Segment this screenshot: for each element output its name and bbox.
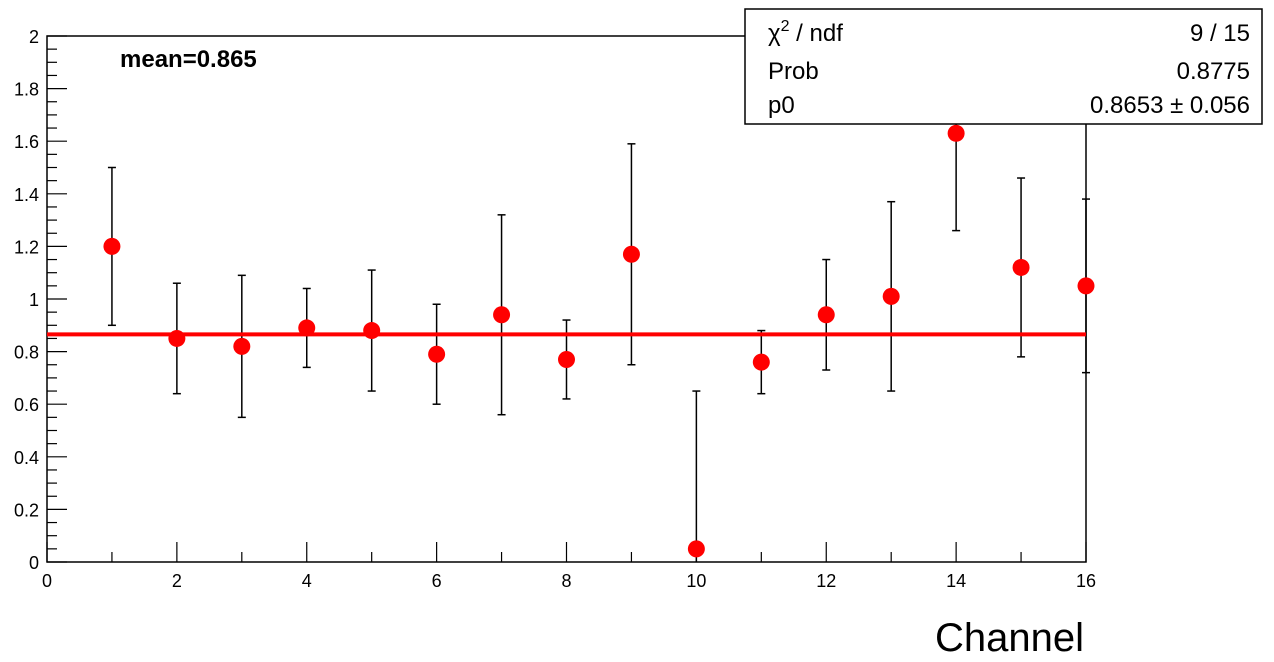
stats-prob-label: Prob [768, 58, 819, 85]
mean-annotation: mean=0.865 [120, 46, 257, 73]
axis-ticks [46, 35, 1087, 563]
stats-p0-label: p0 [768, 92, 795, 119]
tick-labels: 0 0.2 0.4 0.6 0.8 1 1.2 1.4 1.6 1.8 2 0 2 4 6 8 10 12 14 16 [14, 27, 1096, 591]
data-point [168, 329, 186, 347]
data-point [558, 350, 575, 368]
y-tick-label: 0.4 [14, 448, 39, 468]
stats-p0-value: 0.8653 ± 0.056 [1090, 92, 1250, 119]
x-axis-title: Channel [935, 616, 1084, 660]
y-tick-label: 1.2 [14, 237, 39, 257]
stats-box: χ2 / ndf 9 / 15 Prob 0.8775 p0 0.8653 ± … [744, 8, 1263, 125]
y-tick-label: 0.2 [14, 500, 39, 520]
data-point [882, 287, 900, 305]
stats-box-frame [744, 8, 1263, 125]
data-point [687, 540, 705, 558]
data-point [428, 345, 446, 363]
stats-prob-value: 0.8775 [1177, 58, 1250, 85]
x-tick-label: 10 [686, 571, 706, 591]
x-tick-label: 0 [42, 571, 52, 591]
x-tick-label: 4 [302, 571, 312, 591]
data-point [493, 306, 511, 324]
data-point [947, 124, 965, 142]
data-point [1077, 277, 1095, 295]
y-tick-label: 0 [29, 553, 39, 573]
data-point [103, 237, 121, 255]
y-tick-label: 1.4 [14, 185, 39, 205]
data-point [233, 337, 251, 355]
y-tick-label: 0.6 [14, 395, 39, 415]
x-tick-label: 2 [172, 571, 182, 591]
y-tick-label: 1 [29, 290, 39, 310]
y-tick-label: 0.8 [14, 343, 39, 363]
data-point [363, 322, 381, 340]
x-tick-label: 12 [816, 571, 836, 591]
x-tick-label: 8 [561, 571, 571, 591]
data-points [103, 124, 1095, 558]
data-point [298, 319, 316, 337]
y-tick-label: 2 [29, 27, 39, 47]
data-point [817, 306, 835, 324]
x-tick-label: 16 [1076, 571, 1096, 591]
y-tick-label: 1.8 [14, 80, 39, 100]
data-point [1012, 258, 1030, 276]
stats-chi2-value: 9 / 15 [1190, 20, 1250, 47]
y-tick-label: 1.6 [14, 132, 39, 152]
data-point [752, 353, 770, 371]
data-point [622, 245, 640, 263]
x-tick-label: 6 [432, 571, 442, 591]
stats-chi2-label: χ2 / ndf [768, 18, 843, 47]
x-tick-label: 14 [946, 571, 966, 591]
